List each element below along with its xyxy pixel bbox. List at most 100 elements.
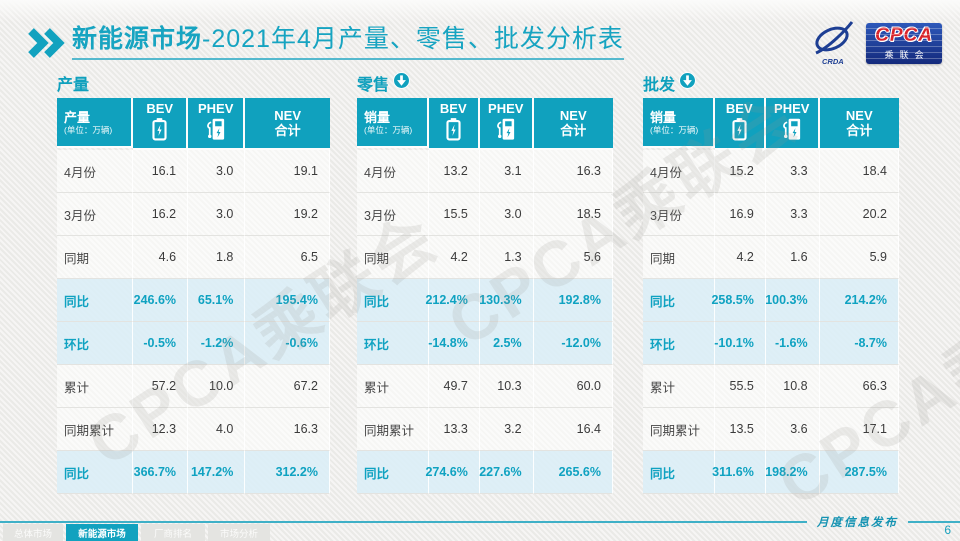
table-cell-value: 3.3 [765,193,820,236]
table-cell-value: 65.1% [188,279,246,322]
footer-nav-tabs: 总体市场 新能源市场 厂商排名 市场分析 [3,524,270,541]
cpca-logo: CRDA CPCA 乘联会 [804,20,942,66]
table-cell-value: 366.7% [133,451,189,494]
table-cell-value: 12.3 [133,408,189,451]
down-arrow-icon [393,72,410,94]
table-cell-value: 13.5 [714,408,766,451]
footer-tab-2-active[interactable]: 新能源市场 [66,524,138,541]
table-cell-value: 15.5 [428,193,480,236]
table-cell-value: 312.2% [245,451,330,494]
row-label: 同期 [357,236,429,279]
table-cell-value: 198.2% [765,451,820,494]
footer-rule-left [0,521,807,523]
down-arrow-icon [679,72,696,94]
table-cell-value: 3.0 [479,193,534,236]
table-cell-value: 2.5% [479,322,534,365]
column-sublabel: 合计 [560,123,587,138]
table-cell-value: 3.2 [479,408,534,451]
table-cell-value: 195.4% [245,279,330,322]
corner-unit: (单位：万辆) [364,124,413,135]
table-cell-value: 10.8 [765,365,820,408]
row-label: 环比 [643,322,715,365]
column-sublabel: 合计 [846,123,873,138]
table-cell-value: 265.6% [533,451,613,494]
column-header-bev: BEV [133,98,189,150]
table-cell-value: 130.3% [479,279,534,322]
table-cell-value: 16.3 [245,408,330,451]
table-cell-value: 16.4 [533,408,613,451]
table-cell-value: 100.3% [765,279,820,322]
row-label: 环比 [357,322,429,365]
table-cell-value: 3.3 [765,150,820,193]
table-cell-value: 67.2 [245,365,330,408]
column-header-nev: NEV 合计 [533,98,613,150]
ev-charger-icon [205,118,226,146]
column-label: BEV [725,100,753,116]
column-label: NEV [274,108,302,123]
slide-header: 新能源市场-2021年4月产量、零售、批发分析表 CRDA CPCA 乘联会 [26,21,942,66]
table-corner-header: 产量 (单位：万辆) [57,98,134,148]
corner-label: 产量 [64,109,91,125]
table-cell-value: 20.2 [819,193,899,236]
table-cell-value: 3.0 [188,193,246,236]
page-title-rest: -2021年4月产量、零售、批发分析表 [202,25,624,53]
footer-tab-4[interactable]: 市场分析 [208,524,270,541]
page-number: 6 [944,523,951,537]
footer-tab-1[interactable]: 总体市场 [3,524,63,541]
table-cell-value: 227.6% [479,451,534,494]
table-cell-value: -12.0% [533,322,613,365]
row-label: 同比 [643,451,715,494]
row-label: 同期累计 [357,408,429,451]
table-cell-value: 3.0 [188,150,246,193]
table-cell-value: 10.3 [479,365,534,408]
table-cell-value: 16.2 [133,193,189,236]
table-cell-value: 147.2% [188,451,246,494]
table-cell-value: 19.2 [245,193,330,236]
retail-table: 销量 (单位：万辆) BEV PHEV NEV 合计 4月份 13.2 3.1 16.3 3月份 15… [357,98,613,494]
table-cell-value: 287.5% [819,451,899,494]
table-cell-value: 18.4 [819,150,899,193]
table-cell-value: 4.0 [188,408,246,451]
table-cell-value: 60.0 [533,365,613,408]
table-cell-value: -0.6% [245,322,330,365]
production-section-title: 产量 [57,72,330,94]
table-cell-value: 274.6% [425,451,480,494]
table-corner-header: 销量 (单位：万辆) [643,98,715,148]
column-sublabel: 合计 [274,123,301,138]
retail-section: 零售 销量 (单位：万辆) BEV PHEV NEV 合计 4月份 13.2 3.1 16.3 3月份… [357,72,613,494]
row-label: 4月份 [357,150,429,193]
footer-tab-3[interactable]: 厂商排名 [141,524,205,541]
corner-label: 销量 [650,109,677,125]
battery-icon [151,117,168,146]
cpca-logo-subtext: 乘联会 [884,49,930,60]
row-label: 同比 [57,451,134,494]
battery-icon [731,117,748,146]
column-header-phev: PHEV [765,98,820,150]
pen-swoosh-logo-icon: CRDA [815,21,854,66]
cpca-logo-text: CPCA [875,24,933,46]
table-cell-value: 311.6% [712,451,766,494]
row-label: 累计 [357,365,429,408]
table-cell-value: 1.8 [188,236,246,279]
column-label: NEV [845,108,873,123]
row-label: 同比 [357,279,429,322]
column-header-bev: BEV [428,98,480,150]
table-corner-header: 销量 (单位：万辆) [357,98,429,148]
table-cell-value: 4.6 [133,236,189,279]
page-title-emphasis: 新能源市场 [72,25,203,53]
table-cell-value: 15.2 [714,150,766,193]
table-cell-value: 212.4% [425,279,480,322]
corner-unit: (单位：万辆) [650,124,699,135]
table-cell-value: 192.8% [533,279,613,322]
column-header-phev: PHEV [479,98,534,150]
double-chevron-icon [28,28,65,58]
table-cell-value: 246.6% [133,279,189,322]
row-label: 同比 [357,451,429,494]
wholesale-section-title: 批发 [643,72,899,94]
row-label: 3月份 [643,193,715,236]
table-cell-value: -1.6% [765,322,820,365]
table-cell-value: 18.5 [533,193,613,236]
table-cell-value: -10.1% [714,322,766,365]
wholesale-table: 销量 (单位：万辆) BEV PHEV NEV 合计 4月份 15.2 3.3 18.4 3月份 16… [643,98,899,494]
